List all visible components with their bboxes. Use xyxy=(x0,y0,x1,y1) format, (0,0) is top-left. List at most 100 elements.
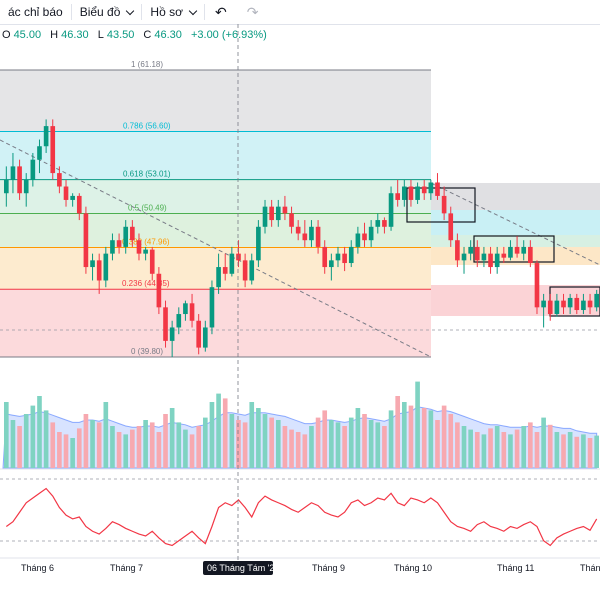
candle xyxy=(309,220,314,247)
volume-bar xyxy=(455,422,460,468)
volume-bar xyxy=(289,429,294,468)
candle xyxy=(169,320,175,357)
candle xyxy=(43,119,49,153)
volume-bar xyxy=(521,426,527,468)
fib-level-label: 0.5 (50.49) xyxy=(128,204,167,213)
volume-bar xyxy=(17,426,22,468)
candle-body xyxy=(63,186,69,200)
candle xyxy=(76,193,82,221)
chart-menu[interactable]: Biểu đồ xyxy=(72,0,142,24)
candle-body xyxy=(309,226,314,241)
candle xyxy=(348,240,354,268)
volume-bar xyxy=(501,432,507,468)
fib-zone-ext xyxy=(431,183,600,210)
crosshair-date-label: 06 Tháng Tám '24 xyxy=(207,563,279,573)
candle-body xyxy=(70,195,75,200)
time-axis: Tháng 6 Tháng 7 Tháng 9 Tháng 10 Tháng 11 Thá… xyxy=(21,563,600,573)
candle-body xyxy=(382,220,387,227)
candle xyxy=(322,240,328,274)
candle-body xyxy=(322,246,328,268)
candle xyxy=(368,220,374,247)
volume-bar xyxy=(110,426,115,468)
candle-body xyxy=(176,314,182,328)
undo-icon[interactable]: ↶ xyxy=(214,3,227,20)
volume-bar xyxy=(282,426,288,468)
volume-bar xyxy=(149,422,155,468)
volume-bar xyxy=(116,432,122,468)
volume-bar xyxy=(329,420,334,468)
range-box xyxy=(473,235,555,263)
candlestick-series xyxy=(3,119,600,357)
fib-level-label: 1 (61.18) xyxy=(131,60,163,69)
volume-bar xyxy=(3,402,9,468)
time-axis-label: Tháng 7 xyxy=(110,563,143,573)
candle xyxy=(289,206,294,234)
candle-body xyxy=(169,327,175,341)
candle xyxy=(209,280,215,335)
volume-bar xyxy=(581,434,586,468)
candle-body xyxy=(222,267,228,274)
range-box xyxy=(406,187,476,223)
volume-bar xyxy=(461,426,467,468)
volume-bar xyxy=(23,414,29,468)
volume-bar xyxy=(388,410,394,468)
candle-body xyxy=(130,226,135,241)
candle-body xyxy=(521,246,527,254)
candle-body xyxy=(481,253,487,261)
candle-body xyxy=(196,320,202,348)
volume-bar xyxy=(481,434,487,468)
time-axis-label: Tháng 11 xyxy=(497,563,534,573)
candle-body xyxy=(17,166,22,194)
volume-bar xyxy=(196,426,202,468)
open-readout: O 45.00 xyxy=(2,29,42,41)
volume-bar xyxy=(421,408,427,468)
fibonacci-retracement[interactable]: 1 (61.18) 0.786 (56.60) 0.618 (53.01) 0.5 (… xyxy=(0,60,600,358)
indicators-menu[interactable]: ác chỉ báo xyxy=(0,0,71,24)
candle xyxy=(375,213,381,234)
volume-bar xyxy=(348,417,354,468)
candle xyxy=(3,166,9,207)
candle xyxy=(468,240,473,261)
oscillator-line xyxy=(5,487,598,547)
candle-body xyxy=(581,300,586,311)
candle xyxy=(315,220,321,254)
toolbar-divider xyxy=(203,4,205,20)
candle-body xyxy=(83,213,89,268)
candle xyxy=(382,217,387,234)
candle-body xyxy=(269,206,274,221)
volume-bar xyxy=(57,432,62,468)
volume-bar xyxy=(236,420,241,468)
candle-body xyxy=(474,246,480,261)
candle-body xyxy=(275,206,281,221)
volume-bar xyxy=(222,398,228,468)
volume-bar xyxy=(468,429,473,468)
candle-body xyxy=(408,186,414,200)
trend-line xyxy=(430,182,600,266)
candle-body xyxy=(567,297,573,308)
candle-body xyxy=(149,249,155,274)
volume-bar xyxy=(295,432,301,468)
volume-bar xyxy=(76,428,82,468)
profile-menu[interactable]: Hồ sơ xyxy=(142,0,204,24)
candle-body xyxy=(10,166,16,180)
volume-bar xyxy=(90,420,95,468)
volume-bar xyxy=(488,428,493,468)
candle xyxy=(116,233,122,254)
volume-bar xyxy=(574,436,580,468)
candle xyxy=(222,253,228,281)
candle-body xyxy=(574,297,580,311)
crosshair-badge-bg xyxy=(203,561,273,575)
volume-bar xyxy=(567,432,573,468)
time-axis-label: Tháng 6 xyxy=(21,563,54,573)
candle-body xyxy=(388,193,394,227)
candle xyxy=(149,246,155,281)
candle-body xyxy=(355,233,361,247)
candle-body xyxy=(96,260,102,281)
candle-body xyxy=(494,253,500,268)
profile-menu-label: Hồ sơ xyxy=(150,5,183,19)
candle-body xyxy=(110,240,115,254)
candle-body xyxy=(435,182,440,196)
volume-bar xyxy=(50,422,56,468)
candle xyxy=(581,293,586,315)
